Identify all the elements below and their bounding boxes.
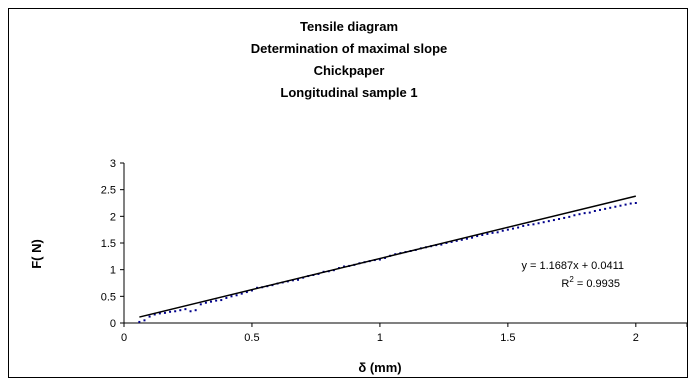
chart-title-line-2: Determination of maximal slope: [251, 41, 448, 56]
chart-svg: Tensile diagram Determination of maximal…: [29, 19, 688, 375]
data-point: [148, 315, 151, 318]
data-point: [169, 310, 172, 313]
data-point: [506, 228, 509, 231]
data-point: [486, 232, 489, 235]
data-point: [465, 237, 468, 240]
chart-container: Tensile diagram Determination of maximal…: [8, 8, 688, 378]
data-point: [235, 294, 238, 297]
data-point: [496, 231, 499, 234]
data-point: [163, 311, 166, 314]
data-point: [204, 301, 207, 304]
r-squared-r: R: [561, 278, 569, 290]
y-tick-label: 2.5: [101, 185, 116, 197]
data-point: [537, 222, 540, 225]
chart-title: Tensile diagram Determination of maximal…: [251, 19, 448, 100]
y-tick-label: 1.5: [101, 238, 116, 250]
data-point: [245, 291, 248, 294]
data-point: [547, 220, 550, 223]
data-point: [588, 211, 591, 214]
data-point: [179, 309, 182, 312]
data-point: [511, 227, 514, 230]
data-point: [471, 236, 474, 239]
data-point: [174, 310, 177, 313]
data-point: [558, 218, 561, 220]
y-tick-label: 2: [110, 211, 116, 223]
data-point: [297, 278, 300, 281]
chart-title-line-4: Longitudinal sample 1: [280, 85, 417, 100]
x-tick-label: 0.5: [244, 332, 259, 344]
data-point: [225, 296, 228, 299]
data-point: [240, 292, 243, 295]
data-point: [593, 210, 596, 212]
data-point: [440, 243, 443, 246]
data-point: [153, 313, 156, 316]
data-point: [481, 234, 484, 236]
data-point: [583, 212, 586, 215]
x-axis-title: δ (mm): [358, 360, 401, 375]
data-point: [563, 216, 566, 219]
data-point: [522, 224, 525, 227]
data-point: [184, 308, 187, 311]
data-point: [455, 239, 458, 242]
data-point: [230, 295, 233, 298]
data-point: [215, 299, 218, 302]
data-point: [143, 319, 146, 322]
data-point: [527, 223, 530, 226]
data-point: [210, 300, 213, 303]
y-tick-label: 0.5: [101, 291, 116, 303]
data-point: [158, 312, 161, 315]
r-squared-value: = 0.9935: [574, 278, 620, 290]
data-point: [250, 289, 253, 292]
axes: [123, 163, 687, 324]
data-point: [629, 202, 632, 205]
data-point: [491, 231, 494, 234]
data-point: [220, 299, 223, 302]
r-squared-superscript: 2: [569, 275, 574, 284]
y-tick-label: 1: [110, 265, 116, 277]
data-point: [517, 226, 520, 229]
data-point: [194, 309, 197, 312]
data-point: [609, 206, 612, 209]
trendline-group: [139, 195, 636, 318]
chart-title-line-1: Tensile diagram: [300, 19, 398, 34]
data-point: [501, 229, 504, 232]
data-point: [138, 320, 141, 323]
trendline: [139, 195, 636, 318]
data-point: [450, 240, 453, 243]
x-axis-ticks: 0 0.5 1 1.5 2: [121, 323, 688, 344]
data-point: [542, 221, 545, 224]
x-tick-label: 1.5: [500, 332, 515, 344]
x-tick-label: 1: [377, 332, 383, 344]
x-tick-label: 0: [121, 332, 127, 344]
y-axis-ticks: 0 0.5 1 1.5 2 2.5 3: [101, 158, 124, 330]
data-point: [573, 214, 576, 217]
data-point: [604, 207, 607, 210]
data-point: [598, 208, 601, 211]
data-point: [624, 203, 627, 206]
x-tick-label: 2: [633, 332, 639, 344]
data-point: [199, 303, 202, 306]
chart-title-line-3: Chickpaper: [314, 63, 385, 78]
data-point: [578, 213, 581, 216]
data-point: [552, 219, 555, 222]
data-point: [619, 204, 622, 207]
trendline-equation: y = 1.1687x + 0.0411: [521, 260, 624, 272]
data-point: [189, 310, 192, 313]
y-axis-title: F( N): [29, 239, 44, 269]
data-point: [614, 205, 617, 208]
y-tick-label: 3: [110, 158, 116, 170]
data-point: [476, 235, 479, 238]
data-point: [568, 215, 571, 218]
data-point: [460, 238, 463, 241]
data-point: [634, 202, 637, 204]
data-point: [378, 258, 381, 261]
data-point: [532, 223, 535, 226]
y-tick-label: 0: [110, 318, 116, 330]
r-squared-label: R2 = 0.9935: [561, 275, 620, 290]
